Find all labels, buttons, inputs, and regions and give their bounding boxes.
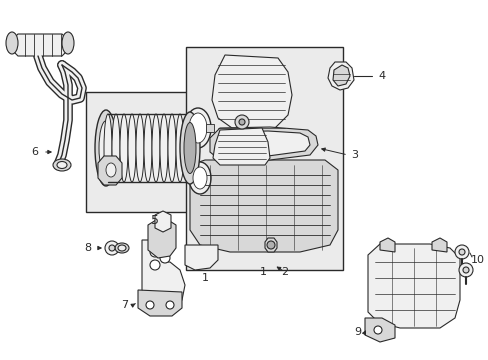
Ellipse shape (99, 121, 113, 175)
Ellipse shape (6, 32, 18, 54)
Ellipse shape (176, 114, 183, 182)
Ellipse shape (120, 114, 128, 182)
Text: 5: 5 (151, 213, 159, 226)
Ellipse shape (160, 114, 168, 182)
Ellipse shape (128, 114, 136, 182)
Ellipse shape (152, 114, 160, 182)
Polygon shape (190, 160, 337, 252)
Polygon shape (264, 238, 276, 252)
Ellipse shape (106, 163, 116, 177)
Text: 7: 7 (121, 300, 128, 310)
Circle shape (235, 115, 248, 129)
Text: 2: 2 (281, 267, 288, 277)
Polygon shape (379, 238, 394, 252)
Polygon shape (364, 318, 394, 342)
Ellipse shape (193, 167, 206, 189)
Ellipse shape (136, 114, 143, 182)
Ellipse shape (189, 113, 206, 143)
Polygon shape (142, 240, 184, 312)
Ellipse shape (183, 114, 192, 182)
Polygon shape (213, 128, 269, 165)
Circle shape (239, 119, 244, 125)
Bar (185, 47, 342, 270)
Ellipse shape (143, 114, 152, 182)
Ellipse shape (189, 162, 210, 194)
Ellipse shape (62, 32, 74, 54)
Polygon shape (212, 55, 291, 132)
Circle shape (146, 301, 154, 309)
Circle shape (454, 245, 468, 259)
Polygon shape (98, 156, 122, 185)
Ellipse shape (104, 114, 112, 182)
Ellipse shape (53, 159, 71, 171)
Ellipse shape (168, 114, 176, 182)
Polygon shape (332, 65, 349, 86)
Ellipse shape (112, 114, 120, 182)
Ellipse shape (183, 122, 196, 174)
Circle shape (150, 260, 160, 270)
Circle shape (150, 247, 160, 257)
Bar (86, 92, 224, 212)
Polygon shape (148, 220, 176, 258)
Circle shape (373, 326, 381, 334)
Circle shape (165, 301, 174, 309)
Ellipse shape (57, 162, 67, 168)
Circle shape (160, 253, 170, 263)
Ellipse shape (180, 112, 200, 184)
Ellipse shape (95, 110, 117, 186)
Circle shape (458, 249, 464, 255)
Polygon shape (327, 62, 353, 90)
Polygon shape (367, 244, 459, 328)
Ellipse shape (115, 243, 129, 253)
Text: 8: 8 (84, 243, 91, 253)
Text: 9: 9 (354, 327, 361, 337)
Circle shape (266, 241, 274, 249)
Polygon shape (220, 131, 309, 156)
Circle shape (458, 263, 472, 277)
Text: 10: 10 (470, 255, 484, 265)
Circle shape (105, 241, 119, 255)
Text: 3: 3 (351, 150, 358, 160)
Polygon shape (138, 290, 182, 316)
Ellipse shape (118, 245, 126, 251)
Polygon shape (184, 245, 218, 270)
Ellipse shape (184, 108, 210, 148)
Text: 6: 6 (31, 147, 39, 157)
Polygon shape (12, 34, 68, 56)
Text: 1: 1 (259, 267, 266, 277)
Polygon shape (209, 127, 317, 160)
Text: 1: 1 (201, 273, 208, 283)
Polygon shape (431, 238, 446, 252)
Circle shape (109, 245, 115, 251)
Bar (205, 124, 214, 132)
Circle shape (462, 267, 468, 273)
Polygon shape (155, 211, 171, 232)
Text: 4: 4 (378, 71, 385, 81)
